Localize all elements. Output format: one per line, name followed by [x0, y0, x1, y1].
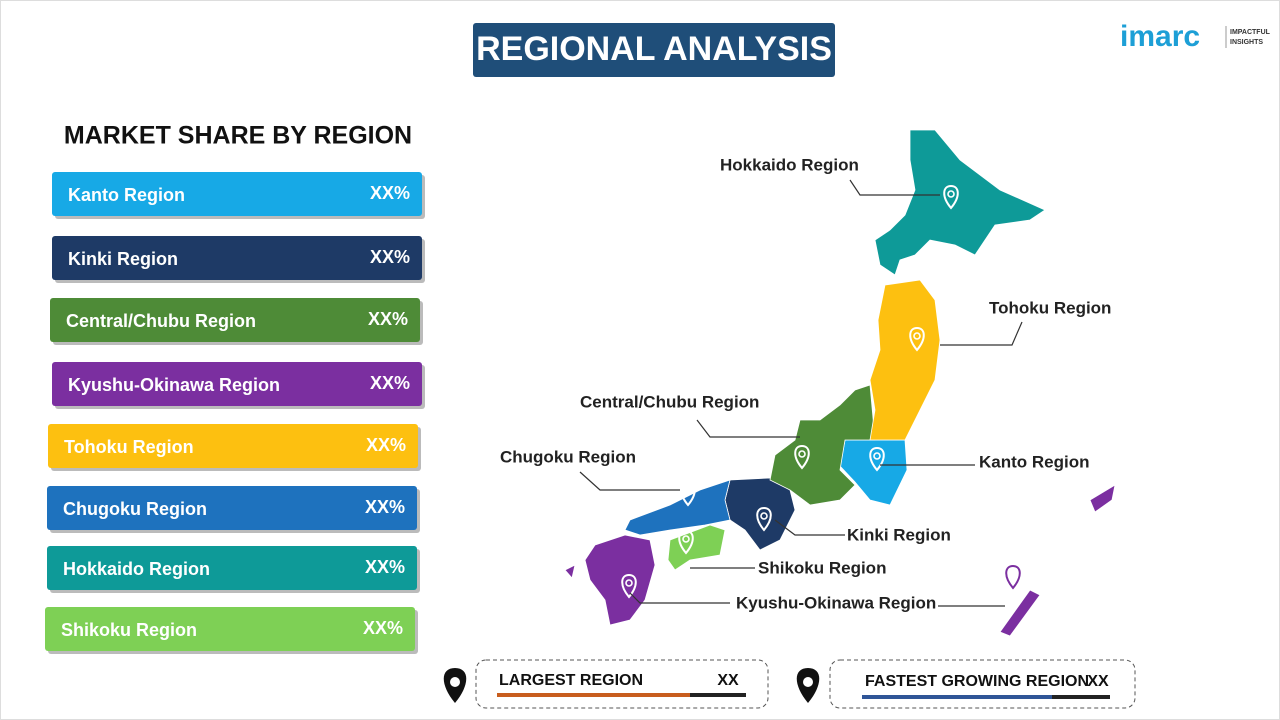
row-value: XX% — [365, 557, 405, 577]
row-value: XX% — [370, 247, 410, 267]
row-bar — [45, 607, 415, 651]
map-pin — [869, 446, 885, 472]
map-region — [1089, 484, 1116, 513]
leader-line — [696, 419, 800, 438]
row-label: Chugoku Region — [63, 499, 207, 519]
row-value: XX% — [370, 373, 410, 393]
pin-hole — [450, 677, 460, 687]
map-pin-dot — [684, 487, 692, 495]
map-region — [624, 479, 731, 536]
section-title: MARKET SHARE BY REGION — [64, 122, 412, 150]
map-pin-dot — [798, 450, 806, 458]
map-pin-dot — [760, 512, 768, 520]
map-label: Kinki Region — [847, 525, 951, 544]
row-label: Kinki Region — [68, 249, 178, 269]
map-pin-dot — [913, 332, 921, 340]
map-region — [667, 524, 726, 571]
row-value: XX% — [368, 309, 408, 329]
title-banner — [473, 23, 835, 77]
map-pin — [680, 481, 696, 507]
pin-hole — [803, 677, 813, 687]
row-value: XX% — [365, 497, 405, 517]
map-label: Central/Chubu Region — [580, 392, 759, 411]
footer-box — [829, 659, 1136, 709]
map-pin — [794, 444, 810, 470]
leader-lines — [579, 179, 1023, 607]
map-label: Shikoku Region — [758, 558, 886, 577]
map-label: Hokkaido Region — [720, 155, 859, 174]
row-label: Hokkaido Region — [63, 559, 210, 579]
footer-underline — [1052, 695, 1110, 699]
map-region — [999, 589, 1041, 637]
map-region — [869, 279, 941, 441]
row-bar — [47, 546, 417, 590]
row-bar — [50, 298, 420, 342]
map-pin-dot — [625, 579, 633, 587]
map-pin — [678, 529, 694, 555]
row-bar — [52, 172, 422, 216]
map-label: Kanto Region — [979, 452, 1090, 471]
logo-tagline: IMPACTFUL — [1230, 29, 1271, 36]
map-pin-dot — [947, 190, 955, 198]
footer-box — [475, 659, 769, 709]
footer-underline — [690, 693, 746, 697]
map-pin — [909, 326, 925, 352]
row-label: Shikoku Region — [61, 620, 197, 640]
map-region — [584, 534, 656, 626]
footer-fastest: FASTEST GROWING REGION XX — [796, 659, 1136, 709]
row-label: Tohoku Region — [64, 437, 194, 457]
map-label: Kyushu-Okinawa Region — [736, 593, 936, 612]
footer-underline — [862, 695, 1052, 699]
row-label: Kyushu-Okinawa Region — [68, 375, 280, 395]
footer-label: LARGEST REGION — [499, 672, 643, 689]
row-label: Kanto Region — [68, 185, 185, 205]
leader-line — [940, 321, 1023, 346]
row-label: Central/Chubu Region — [66, 311, 256, 331]
map-pin — [621, 573, 637, 599]
row-value: XX% — [363, 618, 403, 638]
logo-name: imarc — [1120, 20, 1200, 53]
footer-largest: LARGEST REGION XX — [443, 659, 769, 709]
logo-tagline: INSIGHTS — [1230, 39, 1263, 46]
map-pin — [1005, 564, 1021, 590]
map-label: Chugoku Region — [500, 447, 636, 466]
leader-line — [849, 179, 940, 196]
footer-value: XX — [717, 672, 739, 689]
row-value: XX% — [370, 183, 410, 203]
row-bar — [48, 424, 418, 468]
map-pin — [756, 506, 772, 532]
row-value: XX% — [366, 435, 406, 455]
map-region — [839, 439, 908, 506]
map-pin-dot — [873, 452, 881, 460]
map-region — [874, 129, 1046, 276]
leader-line — [579, 471, 680, 491]
footer-value: XX — [1087, 673, 1109, 690]
row-bar — [52, 236, 422, 280]
footer-underline — [497, 693, 690, 697]
map-region — [564, 564, 576, 579]
leader-line — [629, 592, 730, 604]
map-pin — [943, 184, 959, 210]
row-bar — [47, 486, 417, 530]
map-region — [769, 384, 876, 506]
leader-line — [774, 519, 845, 536]
row-bar — [52, 362, 422, 406]
map-label: Tohoku Region — [989, 298, 1111, 317]
map-pin-dot — [682, 535, 690, 543]
footer-label: FASTEST GROWING REGION — [865, 673, 1089, 690]
page-title: REGIONAL ANALYSIS — [476, 30, 832, 68]
